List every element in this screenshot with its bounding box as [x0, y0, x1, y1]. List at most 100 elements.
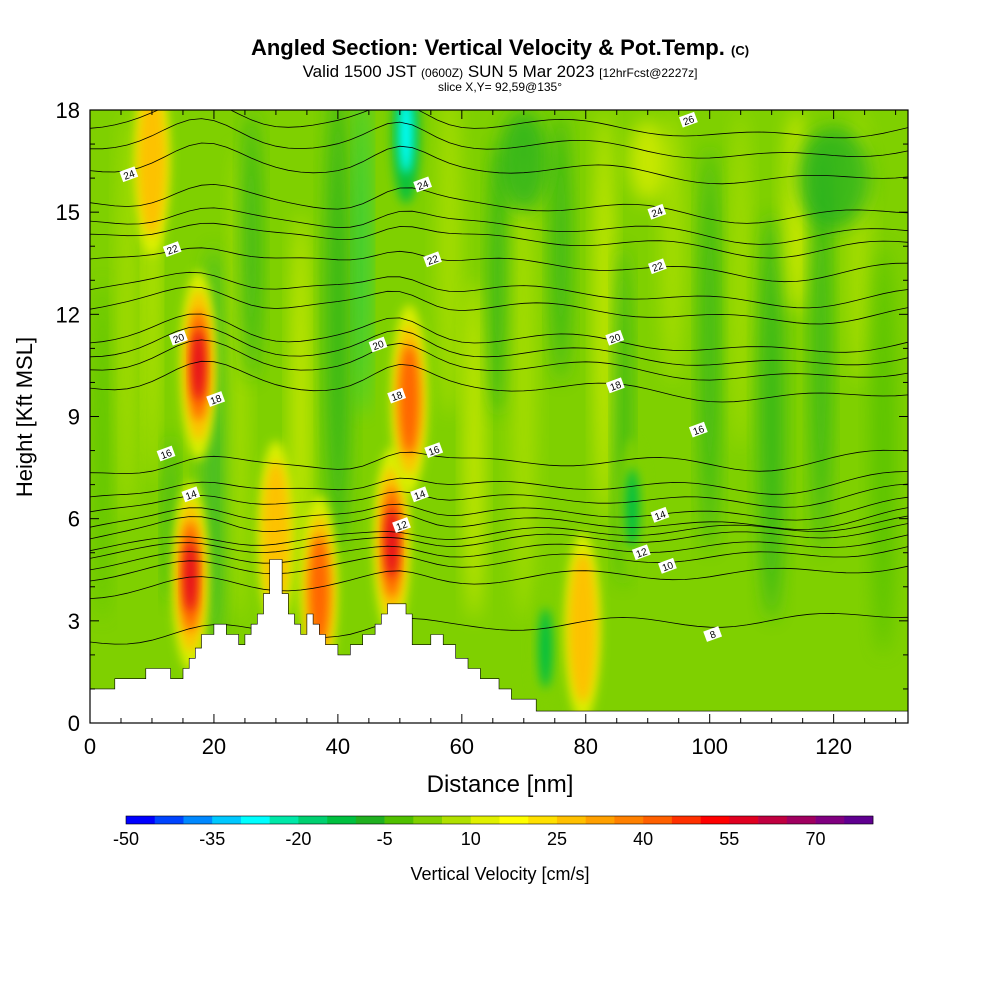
- theta-label-text: 14: [413, 489, 428, 503]
- theta-label-box: [119, 166, 139, 183]
- theta-label-box: [703, 626, 723, 642]
- theta-label: 24: [119, 166, 139, 183]
- y-tick-label: 12: [56, 302, 80, 327]
- theta-label: 22: [162, 241, 182, 258]
- theta-label: 18: [387, 387, 407, 404]
- velocity-streak: [731, 110, 750, 451]
- theta-label-text: 20: [172, 332, 187, 346]
- theta-label-text: 24: [650, 206, 665, 220]
- colorbar-swatch: [729, 816, 759, 824]
- theta-contour-line: [90, 449, 908, 475]
- colorbar-tick-label: 40: [633, 829, 653, 849]
- updraft-core: [399, 344, 420, 455]
- theta-contour-line: [90, 471, 908, 498]
- theta-label-text: 18: [209, 393, 224, 407]
- theta-label: 14: [181, 486, 201, 503]
- theta-contour-line: [90, 118, 908, 159]
- velocity-streak: [629, 120, 667, 202]
- y-axis-label: Height [Kft MSL]: [12, 337, 37, 497]
- theta-contour-line: [90, 222, 908, 259]
- downdraft-core: [625, 468, 640, 549]
- colorbar-swatch: [413, 816, 443, 824]
- x-tick-label: 40: [326, 734, 350, 759]
- theta-label-box: [169, 329, 188, 346]
- colorbar-swatch: [269, 816, 299, 824]
- colorbar-swatch: [815, 816, 845, 824]
- colorbar-swatch: [126, 816, 156, 824]
- velocity-streak: [291, 212, 310, 621]
- theta-label: 18: [206, 391, 226, 408]
- slice-info: slice X,Y= 92,59@135°: [437, 80, 563, 94]
- theta-label-box: [647, 203, 667, 220]
- velocity-streak: [498, 110, 549, 213]
- theta-contour-line: [90, 515, 908, 552]
- theta-label-box: [605, 329, 625, 346]
- updraft-core: [192, 330, 205, 401]
- theta-label: 16: [688, 421, 708, 438]
- colorbar-tick-label: -20: [285, 829, 311, 849]
- chart-subtitle: Valid 1500 JST (0600Z) SUN 5 Mar 2023 [1…: [0, 62, 1000, 81]
- y-tick-label: 18: [56, 98, 80, 123]
- theta-contour-line: [90, 360, 908, 403]
- theta-label-box: [392, 517, 411, 533]
- velocity-streak: [796, 127, 871, 230]
- valid-zulu: (0600Z): [421, 66, 464, 80]
- colorbar-swatch: [355, 816, 385, 824]
- theta-contours: [90, 110, 908, 645]
- theta-label: 20: [169, 329, 188, 346]
- colorbar-swatch: [758, 816, 788, 824]
- theta-label-text: 12: [395, 519, 410, 533]
- theta-label: 22: [648, 258, 667, 275]
- colorbar-swatch: [585, 816, 615, 824]
- theta-label-text: 18: [609, 380, 624, 394]
- colorbar-swatch: [212, 816, 242, 824]
- x-tick-label: 0: [84, 734, 96, 759]
- colorbar-swatch: [614, 816, 644, 824]
- x-tick-label: 100: [691, 734, 728, 759]
- theta-label-text: 18: [390, 390, 405, 404]
- theta-contour-line: [90, 483, 908, 513]
- theta-contour-line: [90, 207, 908, 245]
- theta-contour-line: [90, 523, 908, 559]
- theta-label-text: 16: [159, 448, 174, 462]
- theta-label: 22: [423, 251, 442, 268]
- chart-title: Angled Section: Vertical Velocity & Pot.…: [0, 36, 1000, 63]
- velocity-streak: [784, 110, 809, 315]
- y-tick-label: 15: [56, 200, 80, 225]
- velocity-streak: [660, 110, 685, 383]
- theta-contour-line: [90, 565, 908, 599]
- theta-label-box: [410, 486, 429, 503]
- theta-contour-line: [90, 183, 908, 224]
- theta-contour-line: [90, 534, 908, 571]
- y-tick-label: 3: [68, 609, 80, 634]
- theta-label-box: [368, 336, 388, 353]
- theta-label-text: 24: [416, 179, 431, 193]
- velocity-streak: [94, 280, 110, 621]
- theta-label: 12: [392, 517, 411, 534]
- colorbar-swatch: [154, 816, 184, 824]
- theta-contour-line: [90, 326, 908, 366]
- downdraft-core: [538, 608, 553, 689]
- theta-label: 16: [156, 445, 176, 462]
- velocity-field: 24 22 20 18 16 14 24 22 20 18 16 14 12 26 24 22 20 18 16 14…: [90, 110, 908, 723]
- theta-label-text: 14: [184, 489, 199, 503]
- theta-label-text: 8: [709, 629, 718, 641]
- theta-label-box: [156, 445, 176, 462]
- colorbar-swatch: [700, 816, 730, 824]
- title-block: Angled Section: Vertical Velocity & Pot.…: [0, 36, 1000, 94]
- downdraft-core: [399, 110, 414, 174]
- theta-label-text: 26: [682, 114, 697, 128]
- theta-label: 8: [703, 626, 723, 642]
- velocity-streak: [551, 110, 571, 383]
- theta-label-box: [688, 421, 708, 438]
- colorbar-swatch: [671, 816, 701, 824]
- updraft-core: [137, 110, 166, 237]
- valid-time: Valid 1500 JST: [302, 62, 417, 81]
- theta-label-text: 24: [122, 168, 137, 182]
- velocity-streak: [489, 144, 509, 417]
- theta-label: 18: [605, 377, 625, 394]
- theta-label-text: 20: [608, 332, 623, 346]
- theta-label: 10: [658, 557, 677, 574]
- theta-contour-line: [90, 271, 908, 309]
- colorbar-swatch: [183, 816, 213, 824]
